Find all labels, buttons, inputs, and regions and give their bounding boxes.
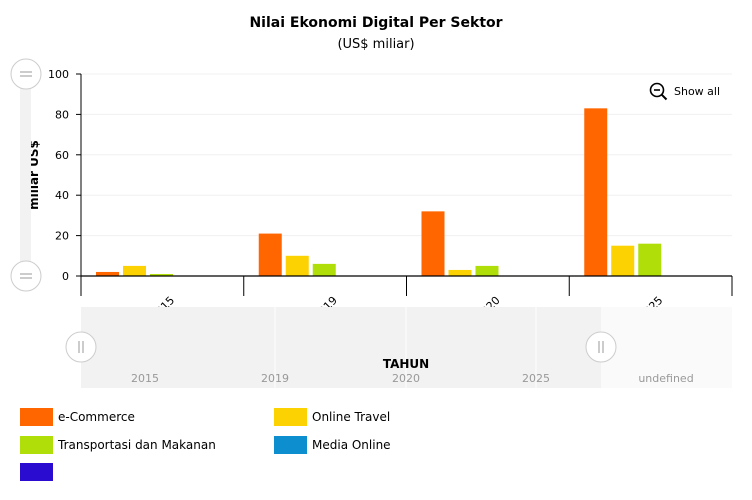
legend-swatch (20, 436, 53, 454)
y-tick-label: 40 (55, 189, 69, 202)
bar-transportasi-dan-makanan-2025[interactable] (638, 243, 662, 276)
legend-label: Transportasi dan Makanan (58, 438, 216, 452)
legend-swatch (20, 408, 53, 426)
horizontal-scrollbar-selected[interactable] (81, 307, 601, 388)
legend-item[interactable]: Online Travel (274, 408, 390, 426)
legend-item[interactable] (20, 463, 58, 481)
chart-subtitle: (US$ miliar) (337, 37, 415, 52)
show-all-button[interactable]: Show all (649, 81, 720, 101)
legend-swatch (274, 436, 307, 454)
bar-e-commerce-2025[interactable] (584, 108, 608, 276)
handle-circle (65, 331, 97, 363)
legend-swatch (274, 408, 307, 426)
bar-transportasi-dan-makanan-2015[interactable] (150, 273, 173, 276)
legend-swatch (20, 463, 53, 481)
legend-label: Online Travel (312, 410, 391, 424)
scrollbar-label: 2015 (131, 372, 159, 385)
y-tick-label: 20 (55, 230, 69, 243)
bar-e-commerce-2019[interactable] (258, 233, 282, 276)
legend-item[interactable]: Media Online (274, 436, 391, 454)
handle-circle (10, 260, 42, 292)
bar-online-travel-2019[interactable] (285, 255, 309, 276)
legend-label: e-Commerce (58, 410, 135, 424)
show-all-label: Show all (674, 84, 721, 98)
chart-title: Nilai Ekonomi Digital Per Sektor (249, 15, 503, 31)
chart-area: 0204060801002015201920202025miliar US$20… (10, 58, 733, 388)
scrollbar-label: 2019 (261, 372, 289, 385)
handle-circle (585, 331, 617, 363)
legend-item[interactable]: e-Commerce (20, 408, 135, 426)
bar-online-travel-2025[interactable] (611, 245, 635, 276)
bar-transportasi-dan-makanan-2020[interactable] (475, 265, 499, 276)
scrollbar-label: 2025 (522, 372, 550, 385)
scrollbar-label: 2020 (392, 372, 420, 385)
bar-transportasi-dan-makanan-2019[interactable] (312, 263, 336, 276)
vertical-scroll-handle-bottom[interactable] (10, 260, 42, 292)
legend-label: Media Online (312, 438, 391, 452)
y-tick-label: 80 (55, 108, 69, 121)
y-tick-label: 60 (55, 149, 69, 162)
horizontal-scroll-handle-left[interactable] (65, 331, 97, 363)
bar-e-commerce-2015[interactable] (96, 271, 119, 276)
zoom-out-icon (649, 82, 668, 100)
x-axis-label: TAHUN (383, 357, 429, 371)
bar-online-travel-2020[interactable] (448, 269, 472, 276)
vertical-scrollbar-track[interactable] (20, 74, 31, 276)
bar-e-commerce-2020[interactable] (421, 211, 445, 276)
vertical-scroll-handle-top[interactable] (10, 58, 42, 90)
handle-circle (10, 58, 42, 90)
y-tick-label: 0 (62, 270, 69, 283)
y-tick-label: 100 (48, 68, 69, 81)
bar-online-travel-2015[interactable] (123, 265, 146, 276)
scrollbar-label: undefined (638, 372, 693, 385)
legend-item[interactable]: Transportasi dan Makanan (20, 436, 216, 454)
horizontal-scroll-handle-right[interactable] (585, 331, 617, 363)
